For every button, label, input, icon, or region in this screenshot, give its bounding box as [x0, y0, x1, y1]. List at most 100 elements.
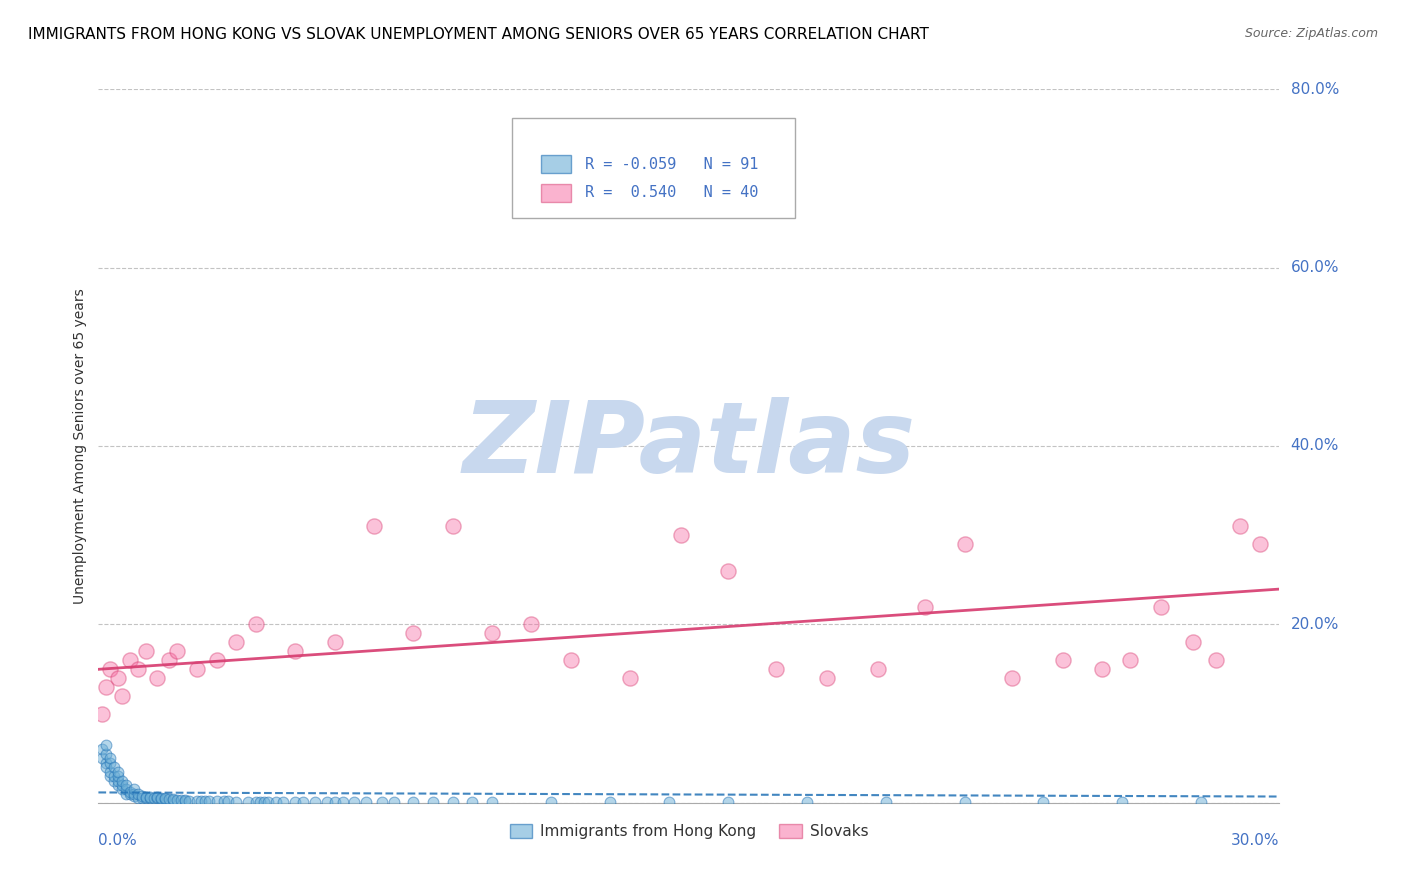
- FancyBboxPatch shape: [541, 184, 571, 202]
- Point: [91, 742, 114, 756]
- Point: [127, 787, 149, 801]
- Point: [1119, 653, 1142, 667]
- Point: [1001, 671, 1024, 685]
- Point: [245, 795, 267, 809]
- Point: [166, 793, 188, 807]
- Point: [111, 782, 134, 797]
- Point: [422, 795, 444, 809]
- Point: [111, 689, 134, 703]
- Point: [170, 793, 193, 807]
- Point: [138, 790, 160, 805]
- Text: 30.0%: 30.0%: [1232, 833, 1279, 848]
- Point: [225, 635, 247, 649]
- Point: [118, 787, 141, 801]
- Point: [96, 738, 118, 752]
- Point: [1189, 795, 1212, 809]
- Point: [866, 662, 889, 676]
- Point: [131, 789, 153, 803]
- Text: 20.0%: 20.0%: [1291, 617, 1339, 632]
- Point: [150, 792, 173, 806]
- Point: [560, 653, 582, 667]
- Point: [214, 794, 236, 808]
- Point: [402, 626, 425, 640]
- Point: [115, 787, 138, 801]
- Point: [98, 756, 121, 770]
- Point: [98, 764, 121, 779]
- Point: [441, 519, 464, 533]
- Text: R =  0.540   N = 40: R = 0.540 N = 40: [585, 186, 758, 200]
- Point: [249, 795, 271, 809]
- Point: [619, 671, 641, 685]
- Point: [343, 795, 366, 809]
- Point: [174, 793, 197, 807]
- Point: [441, 795, 464, 809]
- Point: [1205, 653, 1227, 667]
- Point: [669, 528, 692, 542]
- Point: [122, 789, 145, 803]
- Point: [304, 795, 326, 809]
- Point: [1032, 795, 1054, 809]
- Point: [96, 680, 118, 694]
- Point: [402, 795, 425, 809]
- Point: [98, 662, 121, 676]
- Point: [225, 795, 247, 809]
- Point: [205, 653, 228, 667]
- Point: [107, 773, 129, 788]
- Point: [162, 793, 184, 807]
- Point: [103, 760, 125, 774]
- Point: [1249, 537, 1271, 551]
- Point: [197, 794, 219, 808]
- Point: [253, 795, 276, 809]
- Point: [540, 795, 562, 809]
- Text: ZIPatlas: ZIPatlas: [463, 398, 915, 494]
- Text: 0.0%: 0.0%: [98, 833, 138, 848]
- Point: [138, 791, 160, 805]
- Point: [186, 794, 208, 808]
- Point: [146, 671, 169, 685]
- Point: [323, 795, 346, 809]
- Point: [382, 795, 405, 809]
- Point: [127, 791, 149, 805]
- Point: [256, 795, 278, 809]
- Point: [315, 795, 337, 809]
- Point: [217, 794, 239, 808]
- Point: [717, 795, 740, 809]
- Point: [481, 795, 503, 809]
- Point: [111, 773, 134, 788]
- Point: [273, 795, 295, 809]
- Point: [1150, 599, 1173, 614]
- Point: [107, 671, 129, 685]
- Text: R = -0.059   N = 91: R = -0.059 N = 91: [585, 157, 758, 171]
- Point: [284, 644, 307, 658]
- Point: [461, 795, 484, 809]
- Point: [96, 756, 118, 770]
- Point: [157, 653, 180, 667]
- Point: [186, 662, 208, 676]
- Text: 40.0%: 40.0%: [1291, 439, 1339, 453]
- Point: [914, 599, 936, 614]
- Text: 60.0%: 60.0%: [1291, 260, 1339, 275]
- Point: [91, 706, 114, 721]
- Point: [1091, 662, 1114, 676]
- Legend: Immigrants from Hong Kong, Slovaks: Immigrants from Hong Kong, Slovaks: [503, 818, 875, 845]
- Point: [127, 662, 149, 676]
- Point: [953, 795, 976, 809]
- Point: [155, 792, 177, 806]
- Point: [194, 794, 217, 808]
- Y-axis label: Unemployment Among Seniors over 65 years: Unemployment Among Seniors over 65 years: [73, 288, 87, 604]
- Point: [284, 795, 307, 809]
- Point: [953, 537, 976, 551]
- Point: [177, 794, 200, 808]
- Point: [98, 769, 121, 783]
- Point: [146, 791, 169, 805]
- Point: [111, 778, 134, 792]
- Point: [135, 789, 157, 804]
- FancyBboxPatch shape: [541, 155, 571, 173]
- Point: [122, 787, 145, 801]
- Point: [96, 760, 118, 774]
- Point: [292, 795, 315, 809]
- Point: [174, 794, 197, 808]
- Point: [190, 794, 212, 808]
- Point: [135, 791, 157, 805]
- Point: [796, 795, 818, 809]
